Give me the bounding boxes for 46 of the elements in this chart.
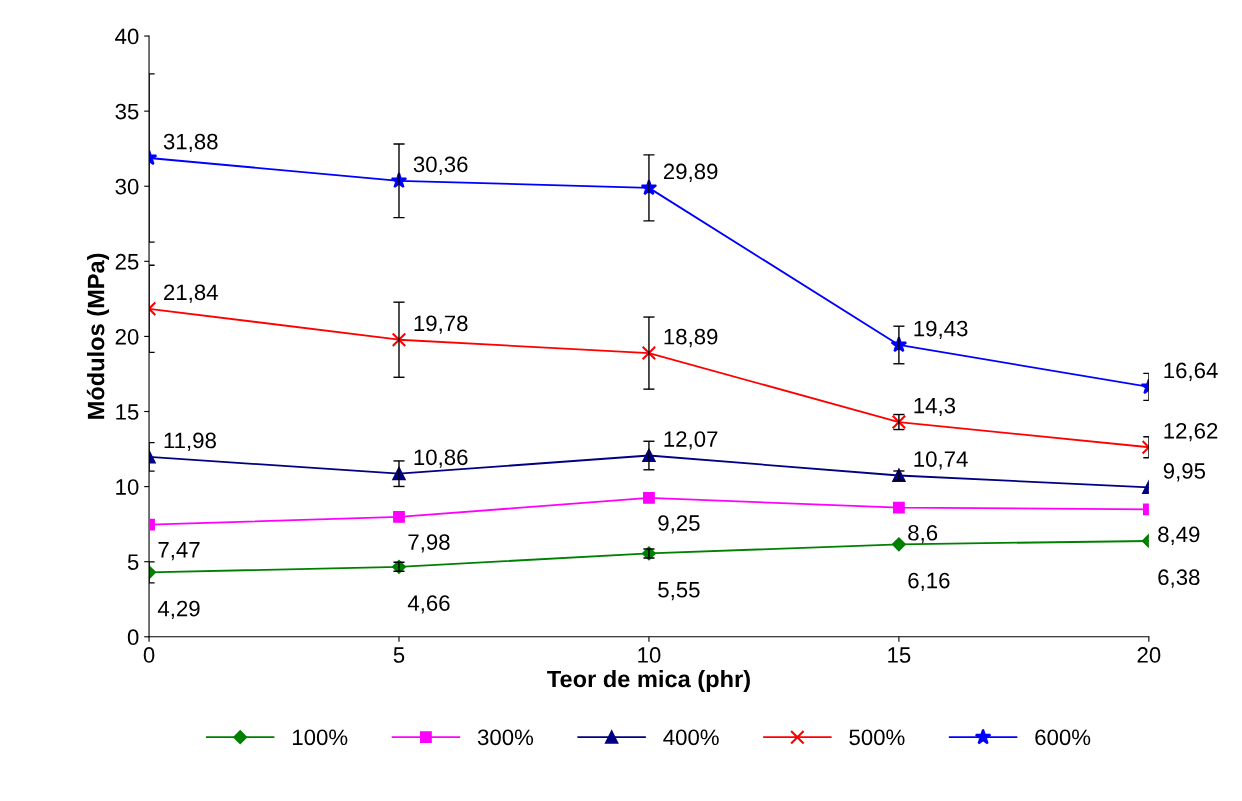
- y-tick-label: 20: [115, 328, 139, 345]
- y-axis-title: Módulos (MPa): [86, 253, 110, 419]
- data-label: 9,25: [658, 515, 700, 534]
- data-label: 16,64: [1164, 362, 1218, 381]
- data-label: 10,86: [414, 449, 468, 468]
- y-tick-label: 40: [115, 28, 139, 45]
- y-tick-label: 5: [127, 554, 139, 570]
- legend-label: 500%: [849, 729, 905, 746]
- data-label: 8,49: [1158, 526, 1200, 545]
- y-tick-label: 25: [115, 253, 139, 270]
- data-label: 14,3: [914, 397, 956, 417]
- y-tick-label: 30: [115, 178, 139, 195]
- legend-label: 600%: [1035, 729, 1091, 746]
- y-tick-label: 15: [116, 404, 139, 420]
- data-label: 18,89: [664, 328, 718, 348]
- data-label: 29,89: [663, 163, 718, 182]
- data-label: 19,78: [414, 315, 468, 334]
- data-label: 6,16: [908, 572, 950, 592]
- data-label: 4,66: [407, 595, 450, 614]
- x-axis-title: Teor de mica (phr): [547, 670, 750, 693]
- data-label: 21,84: [164, 284, 218, 303]
- y-tick-label: 35: [115, 103, 139, 120]
- legend-label: 300%: [477, 729, 534, 746]
- data-label: 9,95: [1163, 463, 1206, 482]
- legend-label: 400%: [663, 729, 719, 746]
- x-tick-label: 15: [888, 647, 911, 663]
- y-tick-label: 10: [116, 479, 139, 495]
- data-label: 6,38: [1158, 569, 1200, 588]
- data-label: 12,07: [664, 431, 718, 450]
- x-tick-label: 5: [393, 647, 405, 663]
- data-label: 7,98: [408, 534, 450, 553]
- data-label: 8,6: [908, 524, 938, 544]
- data-label: 19,43: [914, 320, 968, 340]
- data-label: 7,47: [158, 542, 200, 561]
- data-label: 31,88: [163, 133, 218, 153]
- y-tick-label: 0: [127, 629, 139, 646]
- data-label: 10,74: [914, 451, 968, 470]
- legend-label: 100%: [293, 729, 348, 746]
- x-tick-label: 20: [1137, 647, 1161, 663]
- data-label: 30,36: [413, 156, 468, 175]
- data-label: 5,55: [658, 582, 700, 601]
- data-label: 11,98: [164, 432, 216, 451]
- data-label: 4,29: [157, 600, 200, 620]
- data-label: 12,62: [1164, 422, 1218, 442]
- x-tick-label: 10: [638, 647, 661, 663]
- x-tick-label: 0: [143, 647, 155, 663]
